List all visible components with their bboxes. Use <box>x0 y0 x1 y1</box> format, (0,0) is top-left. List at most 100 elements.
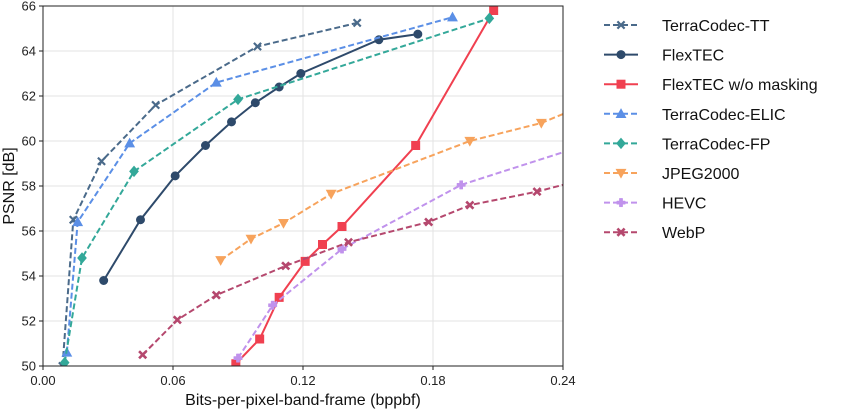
data-point <box>253 42 262 51</box>
data-point <box>464 136 476 147</box>
data-point <box>215 256 227 266</box>
y-axis-ticks: 50 52 54 56 58 60 62 64 66 <box>22 0 43 374</box>
data-point <box>337 222 347 231</box>
series-terracodec-fp <box>59 12 495 366</box>
data-point <box>447 11 458 22</box>
y-tick-label: 52 <box>22 314 36 329</box>
legend-marker <box>616 79 626 89</box>
series-terracodec-elic <box>61 11 458 357</box>
x-axis-label: Bits-per-pixel-band-frame (bppbf) <box>185 392 421 409</box>
data-point <box>484 12 495 25</box>
data-point <box>97 156 106 166</box>
legend-label: TerraCodec-ELIC <box>662 107 786 124</box>
y-tick-label: 60 <box>22 134 36 149</box>
data-point <box>72 216 84 227</box>
legend-marker <box>616 137 626 150</box>
y-tick-label: 56 <box>22 224 36 239</box>
legend-item-flextec-w-o-masking: FlexTEC w/o masking <box>604 77 818 94</box>
series-line <box>141 183 563 356</box>
x-tick-label: 0.24 <box>550 373 575 388</box>
data-point <box>255 334 265 344</box>
series-line <box>237 151 563 359</box>
y-tick-label: 50 <box>22 359 36 374</box>
legend-marker <box>616 50 626 60</box>
data-point <box>343 237 354 247</box>
data-point <box>210 76 222 87</box>
data-point <box>233 353 243 363</box>
data-point <box>489 6 499 15</box>
data-point <box>151 100 161 110</box>
data-point <box>325 189 337 200</box>
y-tick-label: 66 <box>22 0 36 14</box>
x-axis-ticks: 0.00 0.06 0.12 0.18 0.24 <box>30 366 576 388</box>
legend-item-terracodec-elic: TerraCodec-ELIC <box>604 107 786 124</box>
y-axis-label: PSNR [dB] <box>1 147 18 224</box>
series-flextec <box>99 29 423 285</box>
data-point <box>535 118 547 129</box>
data-point <box>201 141 210 150</box>
data-point <box>99 276 109 285</box>
legend-label: HEVC <box>662 196 706 213</box>
legend-marker <box>616 227 626 237</box>
series-line <box>235 9 495 365</box>
legend-marker <box>616 198 626 208</box>
data-point <box>170 171 180 181</box>
series-jpeg2000 <box>215 113 563 266</box>
data-point <box>129 165 139 178</box>
data-point <box>352 18 362 28</box>
data-point <box>268 300 278 310</box>
data-point <box>227 117 236 127</box>
legend-item-webp: WebP <box>604 225 705 242</box>
legend-label: FlexTEC w/o masking <box>662 77 818 94</box>
data-point <box>465 200 475 210</box>
data-point <box>413 29 423 39</box>
data-point <box>250 98 260 108</box>
data-point <box>281 261 291 271</box>
data-point <box>278 218 289 229</box>
y-tick-label: 62 <box>22 89 36 104</box>
series-terracodec-tt <box>58 18 362 366</box>
legend-item-hevc: HEVC <box>604 196 706 213</box>
legend: TerraCodec-TT FlexTEC FlexTEC w/o masking T… <box>604 18 818 242</box>
series-line <box>63 17 490 363</box>
data-point <box>233 93 243 106</box>
legend-item-terracodec-tt: TerraCodec-TT <box>604 18 770 35</box>
y-tick-label: 54 <box>22 269 36 284</box>
y-tick-label: 64 <box>22 44 36 59</box>
x-tick-label: 0.12 <box>290 373 315 388</box>
series-hevc <box>233 151 563 363</box>
legend-label: JPEG2000 <box>662 166 739 183</box>
data-point <box>337 244 347 254</box>
data-point <box>172 315 182 325</box>
legend-label: FlexTEC <box>662 48 724 65</box>
data-point <box>532 187 542 197</box>
data-point <box>318 240 327 249</box>
series-line <box>102 33 418 282</box>
series-line <box>65 16 453 353</box>
data-point <box>138 350 148 360</box>
data-point <box>77 252 87 264</box>
legend-marker <box>615 108 627 118</box>
x-tick-label: 0.00 <box>30 373 55 388</box>
legend-item-terracodec-fp: TerraCodec-FP <box>604 136 770 153</box>
data-point <box>245 234 257 245</box>
data-point <box>411 141 421 150</box>
x-tick-label: 0.18 <box>420 373 445 388</box>
legend-marker <box>615 168 627 179</box>
data-point <box>59 356 70 366</box>
grid-lines <box>42 5 564 367</box>
data-point <box>424 217 434 227</box>
data-point <box>300 256 310 266</box>
data-point <box>456 180 466 190</box>
x-tick-label: 0.06 <box>160 373 185 388</box>
legend-label: TerraCodec-TT <box>662 18 770 35</box>
legend-label: WebP <box>662 225 705 242</box>
y-tick-label: 58 <box>22 179 36 194</box>
legend-item-flextec: FlexTEC <box>604 48 724 65</box>
series-webp <box>138 183 563 360</box>
legend-item-jpeg2000: JPEG2000 <box>604 166 739 183</box>
data-point <box>211 290 221 300</box>
legend-label: TerraCodec-FP <box>662 136 770 153</box>
data-point <box>124 137 136 148</box>
